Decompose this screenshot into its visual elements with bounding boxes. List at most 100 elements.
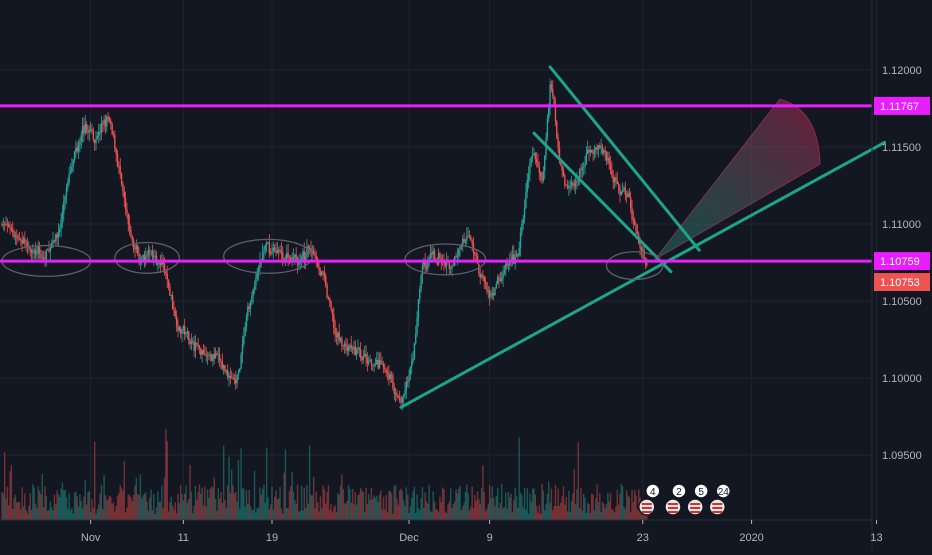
candle-body [288,257,291,258]
volume-bar [259,487,261,520]
volume-bar [515,496,518,520]
candle-body [193,341,195,351]
volume-bar [476,491,479,520]
candle-body [143,254,146,261]
candle-body [370,359,373,365]
candle-body [444,262,446,266]
candle-body [365,354,367,359]
volume-bar [170,496,172,520]
volume-bar [72,513,74,520]
candle-body [346,346,348,351]
volume-bar [341,474,343,520]
candle-body [459,245,461,250]
volume-bar [9,471,11,520]
candle-body [76,147,78,152]
volume-bar [525,509,527,520]
volume-bar [417,508,420,520]
candle-body [21,240,23,244]
volume-bar [541,484,543,520]
candle-body [73,151,76,161]
level-tag [874,252,930,271]
volume-bar [384,509,386,520]
candle-body [255,277,257,286]
volume-bar [565,497,567,520]
candle-body [333,314,335,328]
candle-body [624,187,627,195]
volume-bar [519,492,522,520]
volume-bar [413,486,416,520]
candle-body [448,262,451,269]
volume-bar [282,513,284,520]
candle-body [170,295,172,296]
us-flag-icon: 24 [708,483,732,516]
volume-bar [366,503,369,520]
candle-body [482,274,484,277]
level-label: 1.10759 [880,256,920,268]
volume-bar [159,501,162,520]
time-tick-label: Nov [81,532,101,544]
candle-body [402,395,405,397]
volume-bar [350,502,352,520]
volume-bar [357,495,359,520]
volume-bar [404,506,406,520]
candle-body [307,246,309,249]
candle-body [263,249,265,253]
candle-body [132,240,135,249]
volume-bar [237,460,240,520]
volume-bar [466,484,468,520]
volume-bar [16,502,18,520]
volume-bar [77,506,80,520]
candle-body [542,170,545,181]
volume-bar [370,487,373,520]
volume-bar [582,493,585,520]
volume-bar [529,493,531,520]
volume-bar [175,513,178,520]
candlesticks [1,78,648,411]
candle-body [384,367,386,370]
volume-bar [32,484,34,520]
candle-body [128,223,131,230]
candle-body [173,309,175,312]
candle-body [406,381,409,383]
candle-body [123,191,125,199]
volume-bar [329,509,331,520]
volume-bar [382,496,385,520]
volume-bar [221,503,224,520]
candle-body [200,347,202,355]
candle-body [439,252,441,259]
volume-bar [560,502,562,520]
volume-bar [212,487,214,520]
volume-bar [597,502,600,520]
candle-body [562,170,565,177]
volume-bar [624,508,627,520]
volume-bar [112,502,115,520]
volume-bar [415,513,417,520]
candle-body [202,349,205,354]
candle-body [136,245,139,254]
candle-body [515,254,518,257]
volume-bar [280,508,283,520]
candle-body [280,250,283,253]
volume-bar [492,497,495,520]
candle-body [284,259,287,260]
volume-bar [483,491,485,520]
candle-body [183,326,186,335]
candle-body [321,271,323,275]
candle-body [449,268,452,270]
candle-body [111,124,113,135]
candle-body [261,252,264,261]
volume-bar [373,495,375,520]
candle-body [192,341,194,343]
candle-body [518,247,520,256]
candle-body [110,120,112,125]
candle-body [79,141,81,146]
volume-bar [201,487,203,520]
candle-body [401,396,404,403]
candle-body [282,252,284,258]
candle-body [232,377,234,380]
candle-body [314,254,316,257]
volume-bar [154,513,156,520]
candle-body [312,251,315,255]
